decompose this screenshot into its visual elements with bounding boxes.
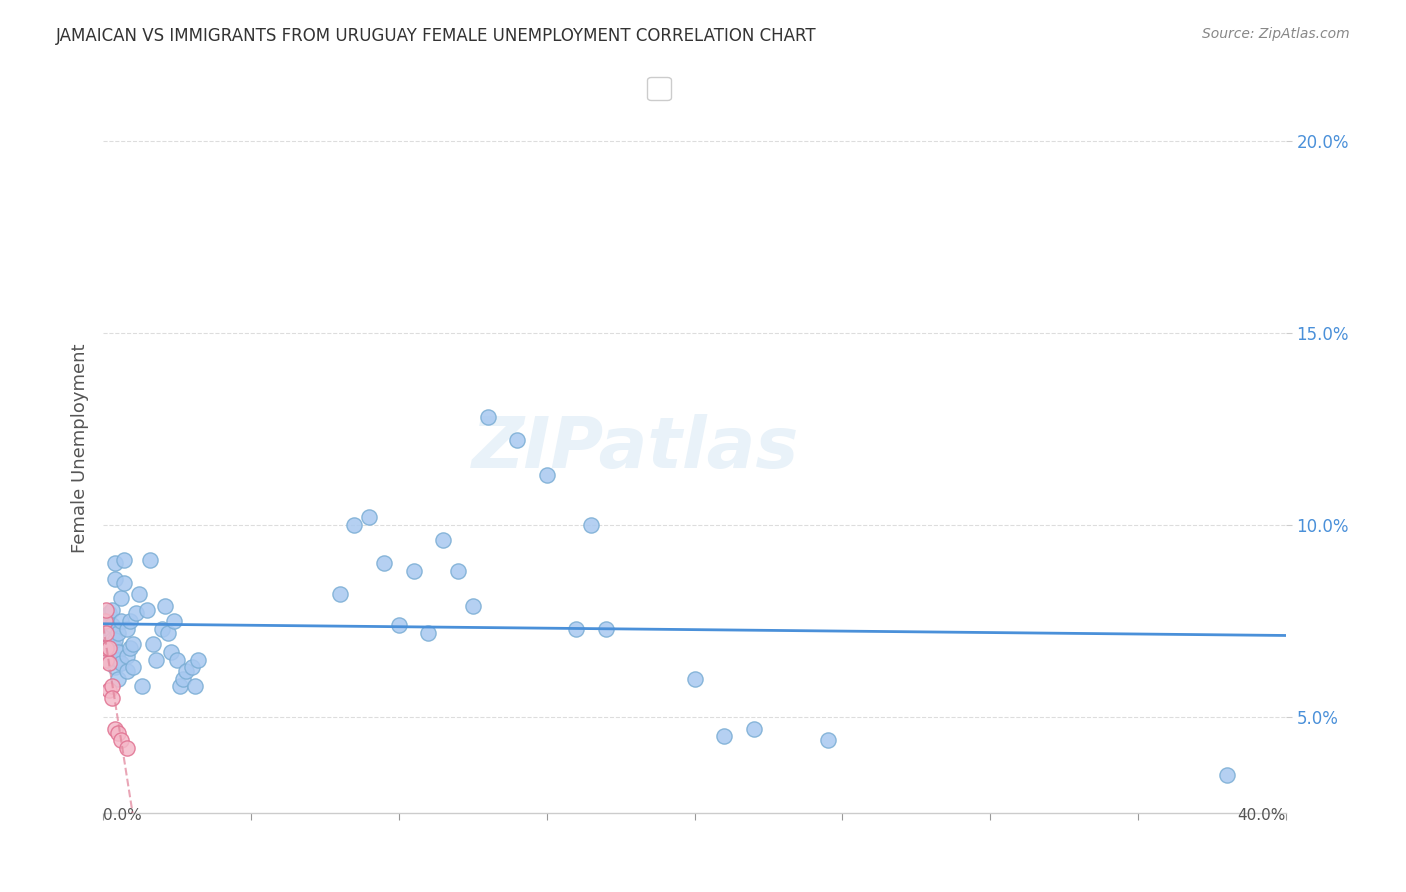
Immigrants from Uruguay xyxy=(94,625,117,640)
Immigrants from Uruguay xyxy=(94,652,117,666)
Jamaicans xyxy=(104,633,127,648)
Jamaicans xyxy=(136,602,159,616)
Jamaicans xyxy=(742,722,765,736)
Jamaicans xyxy=(506,434,529,448)
Jamaicans xyxy=(110,657,132,671)
Jamaicans xyxy=(142,637,165,651)
Jamaicans xyxy=(101,633,124,648)
Jamaicans xyxy=(536,467,558,482)
Jamaicans xyxy=(565,622,588,636)
Jamaicans xyxy=(107,652,129,666)
Jamaicans xyxy=(121,637,143,651)
Jamaicans xyxy=(150,622,173,636)
Jamaicans xyxy=(101,648,124,663)
Jamaicans xyxy=(418,625,440,640)
Jamaicans xyxy=(94,618,117,632)
Jamaicans xyxy=(101,602,124,616)
Jamaicans xyxy=(131,680,153,694)
Text: ZIPatlas: ZIPatlas xyxy=(471,414,799,483)
Immigrants from Uruguay xyxy=(94,640,117,655)
Jamaicans xyxy=(388,618,411,632)
Jamaicans xyxy=(817,733,839,747)
Jamaicans xyxy=(329,587,352,601)
Jamaicans xyxy=(112,552,135,566)
Jamaicans xyxy=(112,575,135,590)
Jamaicans xyxy=(169,680,191,694)
Jamaicans xyxy=(402,564,425,578)
Jamaicans xyxy=(124,607,146,621)
Jamaicans xyxy=(118,640,141,655)
Jamaicans xyxy=(139,552,162,566)
Legend:  xyxy=(647,77,671,100)
Jamaicans xyxy=(104,572,127,586)
Jamaicans xyxy=(98,630,121,644)
Jamaicans xyxy=(373,557,395,571)
Immigrants from Uruguay xyxy=(98,640,121,655)
Jamaicans xyxy=(104,557,127,571)
Jamaicans xyxy=(98,622,121,636)
Jamaicans xyxy=(110,591,132,605)
Jamaicans xyxy=(180,660,202,674)
Jamaicans xyxy=(187,652,209,666)
Jamaicans xyxy=(461,599,484,613)
Jamaicans xyxy=(115,622,138,636)
Jamaicans xyxy=(104,640,127,655)
Jamaicans xyxy=(155,599,177,613)
Y-axis label: Female Unemployment: Female Unemployment xyxy=(72,343,89,553)
Jamaicans xyxy=(94,640,117,655)
Jamaicans xyxy=(98,607,121,621)
Jamaicans xyxy=(447,564,470,578)
Immigrants from Uruguay xyxy=(110,733,132,747)
Jamaicans xyxy=(98,637,121,651)
Jamaicans xyxy=(115,648,138,663)
Jamaicans xyxy=(121,660,143,674)
Jamaicans xyxy=(107,645,129,659)
Jamaicans xyxy=(110,614,132,628)
Jamaicans xyxy=(115,664,138,678)
Jamaicans xyxy=(1216,768,1239,782)
Jamaicans xyxy=(343,518,366,533)
Jamaicans xyxy=(579,518,602,533)
Jamaicans xyxy=(184,680,207,694)
Immigrants from Uruguay xyxy=(94,602,117,616)
Immigrants from Uruguay xyxy=(98,657,121,671)
Immigrants from Uruguay xyxy=(107,725,129,739)
Jamaicans xyxy=(595,622,617,636)
Jamaicans xyxy=(172,672,194,686)
Immigrants from Uruguay xyxy=(101,680,124,694)
Jamaicans xyxy=(98,652,121,666)
Jamaicans xyxy=(713,730,735,744)
Immigrants from Uruguay xyxy=(115,740,138,755)
Jamaicans xyxy=(107,672,129,686)
Immigrants from Uruguay xyxy=(98,683,121,698)
Jamaicans xyxy=(174,664,197,678)
Text: 40.0%: 40.0% xyxy=(1237,808,1286,823)
Legend:  xyxy=(695,858,711,875)
Jamaicans xyxy=(107,625,129,640)
Jamaicans xyxy=(477,410,499,425)
Text: JAMAICAN VS IMMIGRANTS FROM URUGUAY FEMALE UNEMPLOYMENT CORRELATION CHART: JAMAICAN VS IMMIGRANTS FROM URUGUAY FEMA… xyxy=(56,27,817,45)
Jamaicans xyxy=(166,652,188,666)
Immigrants from Uruguay xyxy=(101,690,124,705)
Jamaicans xyxy=(101,618,124,632)
Jamaicans xyxy=(432,533,454,548)
Jamaicans xyxy=(683,672,706,686)
Immigrants from Uruguay xyxy=(104,722,127,736)
Jamaicans xyxy=(101,637,124,651)
Jamaicans xyxy=(118,614,141,628)
Jamaicans xyxy=(104,660,127,674)
Jamaicans xyxy=(160,645,183,659)
Jamaicans xyxy=(101,625,124,640)
Jamaicans xyxy=(145,652,167,666)
Jamaicans xyxy=(163,614,186,628)
Jamaicans xyxy=(359,510,381,524)
Jamaicans xyxy=(128,587,150,601)
Jamaicans xyxy=(94,610,117,624)
Text: Source: ZipAtlas.com: Source: ZipAtlas.com xyxy=(1202,27,1350,41)
Text: 0.0%: 0.0% xyxy=(103,808,142,823)
Jamaicans xyxy=(157,625,180,640)
Immigrants from Uruguay xyxy=(93,614,115,628)
